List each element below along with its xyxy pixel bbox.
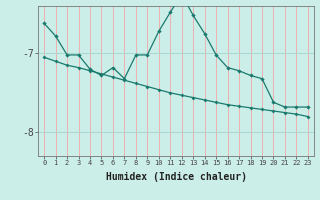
X-axis label: Humidex (Indice chaleur): Humidex (Indice chaleur) (106, 172, 246, 182)
